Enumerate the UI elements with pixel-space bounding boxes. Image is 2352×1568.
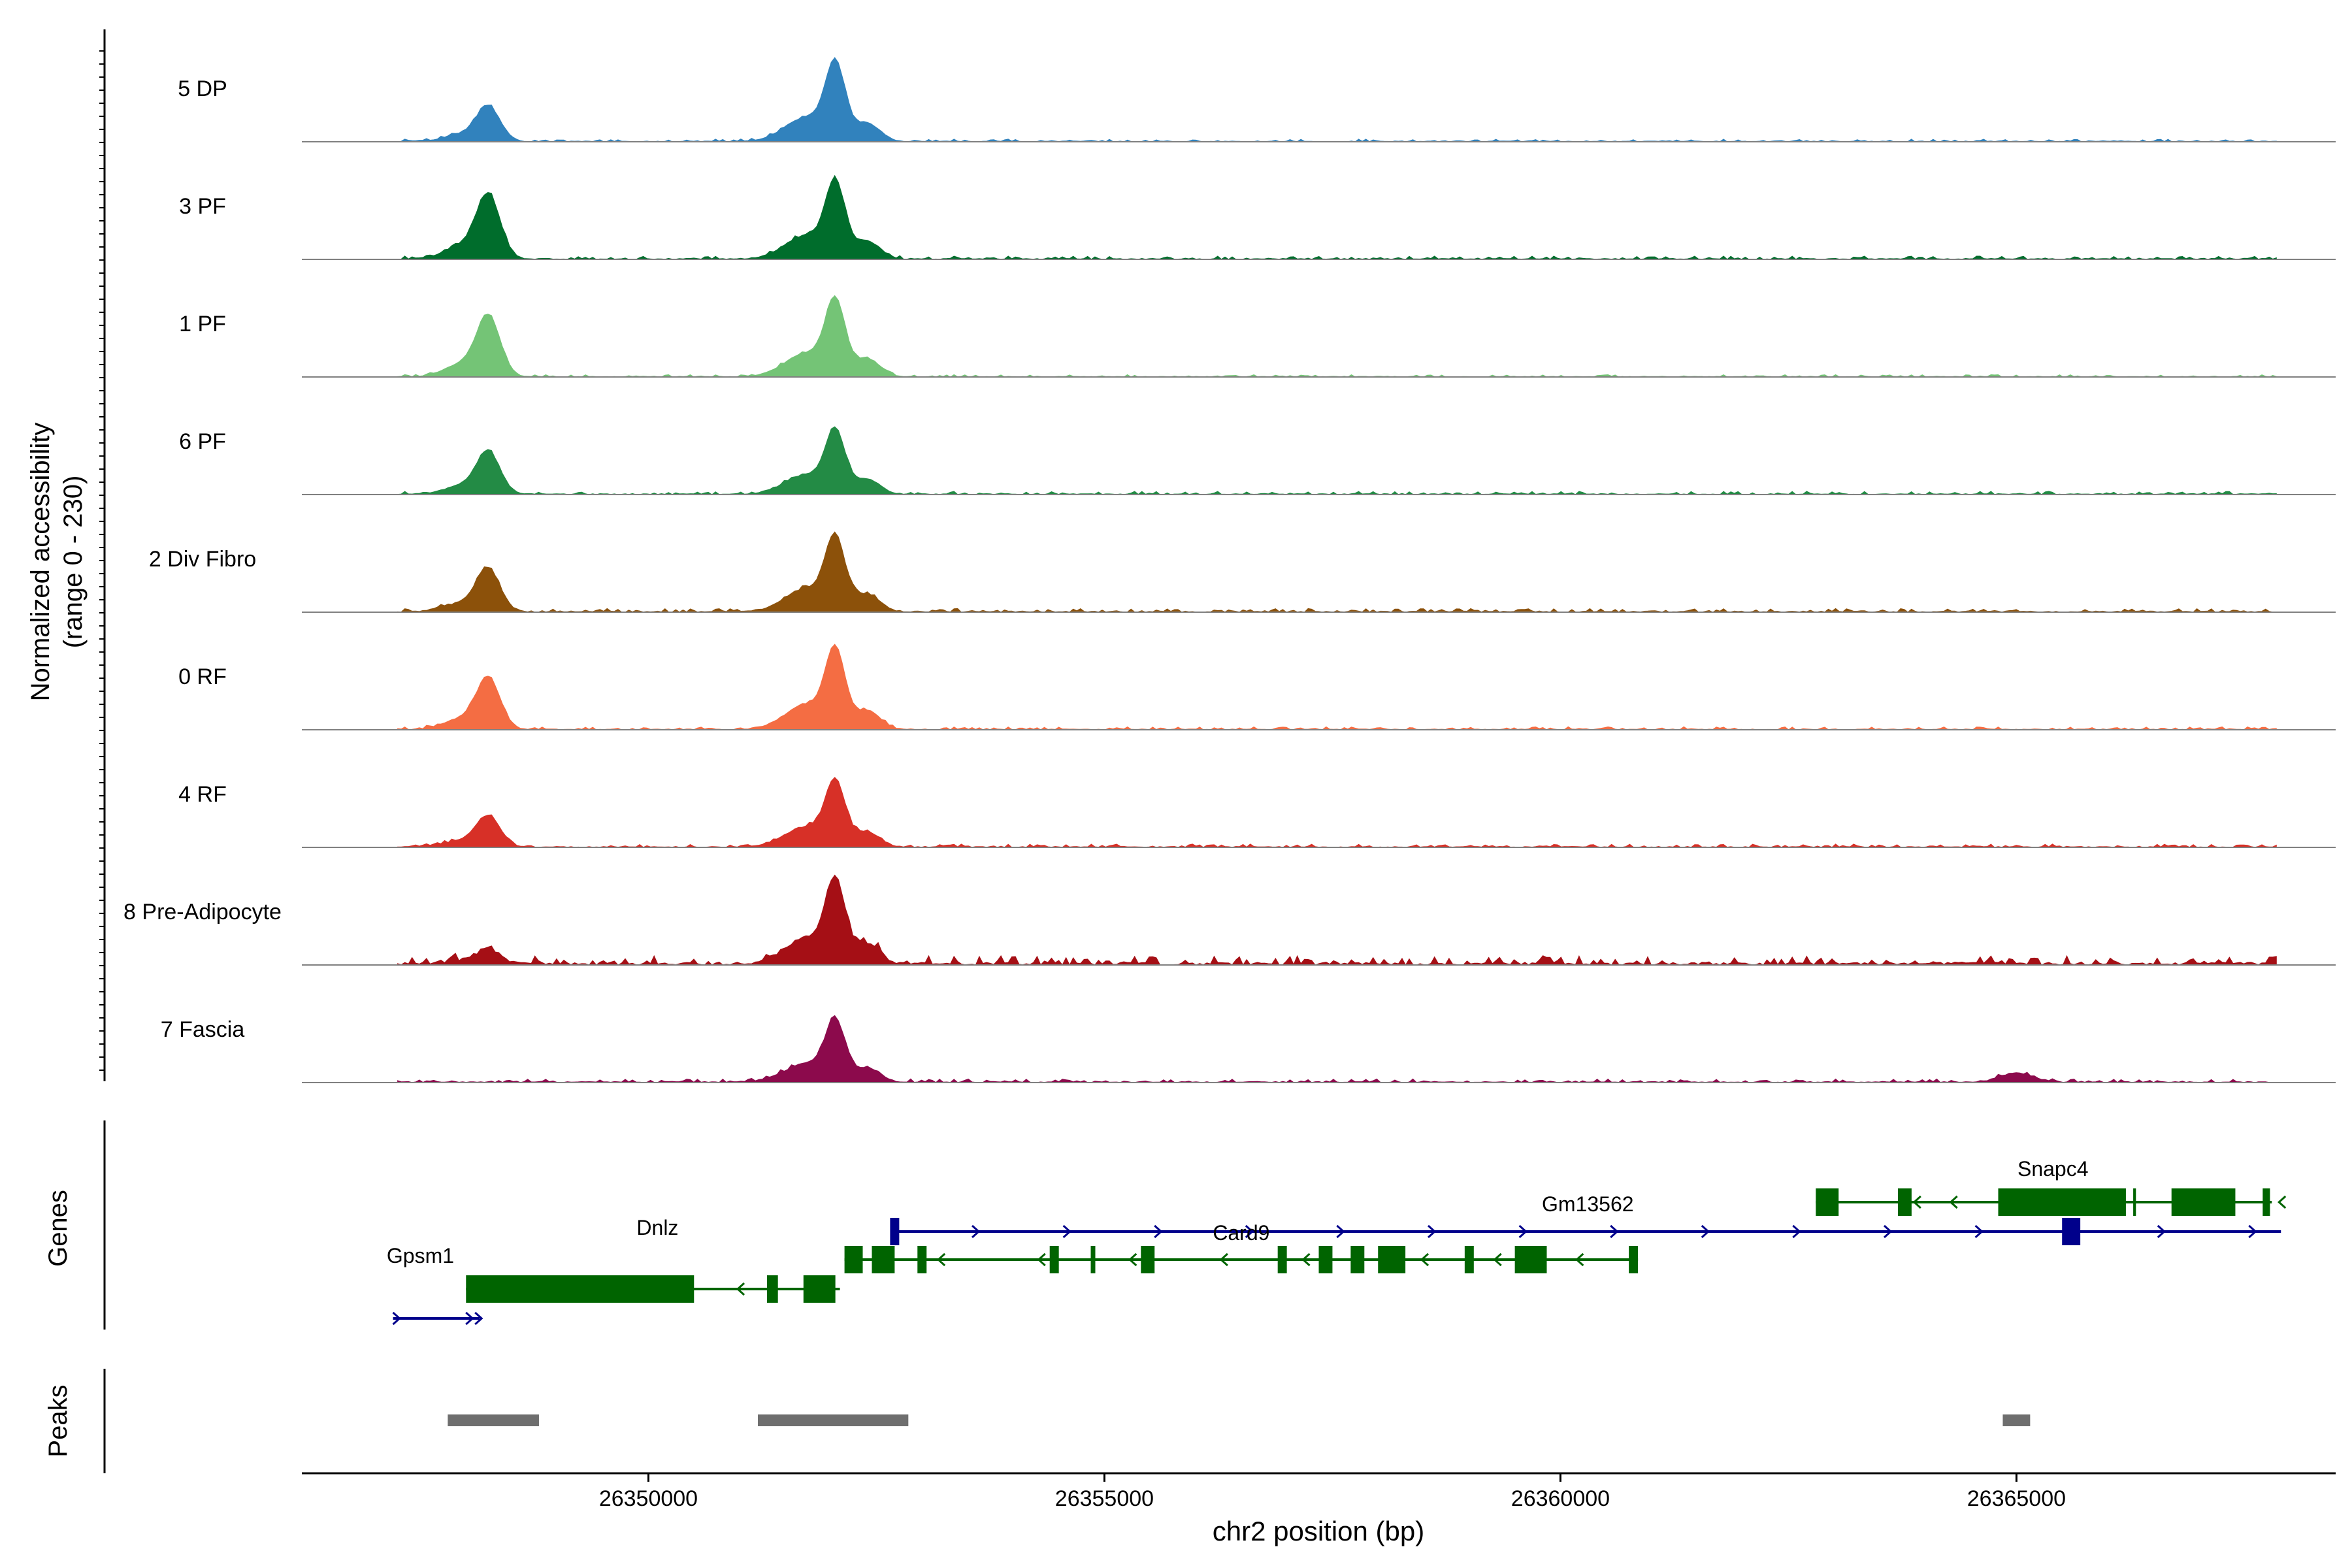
strand-arrow [2277,1195,2287,1209]
strand-arrow [1301,1252,1311,1267]
gene-exon [1514,1246,1547,1273]
gene-exon [890,1218,900,1245]
strand-arrow [736,1282,745,1296]
peak-region [757,1414,909,1426]
gene-exon [766,1275,778,1303]
strand-arrow [1610,1224,1619,1239]
coverage-area [397,57,2277,142]
track-label: 7 Fascia [161,1017,245,1042]
gene-exon [1318,1246,1333,1273]
strand-arrow [936,1252,946,1267]
gene-exon [844,1246,863,1273]
strand-arrow [392,1311,401,1326]
coverage-area [397,874,2277,966]
track-label: 5 DP [178,76,227,101]
track-label: 8 Pre-Adipocyte [123,900,282,924]
coverage-area [397,531,2277,613]
gene-exon [1629,1246,1639,1273]
y-axis-label-range: (range 0 - 230) [59,476,88,649]
strand-arrow [1245,1224,1254,1239]
gene-annotations: Snapc4 Gm13562 Card9 Dnlz Gpsm1 [387,1157,2287,1326]
gene-exon [1090,1246,1096,1273]
x-axis-ticks: 26350000 26355000 26360000 26365000 [599,1473,2066,1511]
y-axis-label: Normalized accessibility [26,423,55,702]
strand-arrow [2066,1224,2075,1239]
gene-exon [1464,1246,1474,1273]
peak-region [2002,1414,2031,1426]
gene-exon [2133,1188,2136,1216]
strand-arrow [1518,1224,1527,1239]
gene-exon [466,1275,694,1303]
x-axis-label: chr2 position (bp) [1213,1516,1425,1546]
strand-arrow [1128,1252,1137,1267]
gene-exon [1049,1246,1059,1273]
strand-arrow [1062,1224,1071,1239]
strand-arrow [1949,1195,1958,1209]
strand-arrow [1420,1252,1429,1267]
gene-label: Dnlz [636,1216,678,1239]
coverage-area [397,1015,2277,1083]
strand-arrow [1792,1224,1801,1239]
strand-arrow [1883,1224,1893,1239]
strand-arrow [474,1311,483,1326]
gene-exon [1141,1246,1155,1273]
coverage-area [397,644,2277,730]
strand-arrow [972,1224,981,1239]
gene-exon [1277,1246,1287,1273]
strand-arrow [1037,1252,1046,1267]
gene-label: Card9 [1213,1221,1269,1245]
gene-label: Snapc4 [2017,1157,2089,1181]
strand-arrow [1493,1252,1502,1267]
gene-exon [872,1246,895,1273]
track-label: 6 PF [179,429,226,454]
strand-arrow [1974,1224,1984,1239]
gene-exon [2062,1218,2081,1245]
x-tick-label: 26355000 [1055,1486,1154,1511]
coverage-area [397,426,2277,495]
coverage-tracks: 5 DP 3 PF 1 PF 6 PF 2 Div Fibro 0 RF 4 RF 8 Pre… [123,57,2336,1083]
coverage-area [397,295,2277,378]
strand-arrow [1336,1224,1345,1239]
track-label: 4 RF [178,782,227,807]
strand-arrow [465,1311,474,1326]
strand-arrow [1427,1224,1437,1239]
strand-arrow [2248,1224,2257,1239]
strand-arrow [1912,1195,1921,1209]
gene-exon [1897,1188,1912,1216]
gene-label: Gm13562 [1542,1192,1634,1216]
gene-label: Gpsm1 [387,1244,454,1267]
strand-arrow [1154,1224,1163,1239]
gene-exon [1350,1246,1365,1273]
gene-exon [803,1275,836,1303]
coverage-area [397,777,2277,848]
x-tick-label: 26360000 [1511,1486,1610,1511]
gene-exon [2171,1188,2236,1216]
strand-arrow [1575,1252,1584,1267]
gene-exon [1378,1246,1406,1273]
gene-exon [1998,1188,2126,1216]
coverage-area [397,174,2277,260]
strand-arrow [2157,1224,2166,1239]
track-label: 3 PF [179,194,226,219]
peak-region [448,1414,539,1426]
gene-exon [2262,1188,2270,1216]
track-label: 1 PF [179,312,226,336]
strand-arrow [1701,1224,1710,1239]
peaks-axis-label: Peaks [44,1384,73,1457]
peak-regions [448,1414,2031,1426]
track-label: 2 Div Fibro [149,547,256,572]
x-tick-label: 26365000 [1967,1486,2066,1511]
track-label: 0 RF [178,664,227,689]
genes-axis-label: Genes [44,1190,73,1267]
x-tick-label: 26350000 [599,1486,698,1511]
strand-arrow [1219,1252,1228,1267]
gene-exon [917,1246,927,1273]
gene-exon [1816,1188,1839,1216]
